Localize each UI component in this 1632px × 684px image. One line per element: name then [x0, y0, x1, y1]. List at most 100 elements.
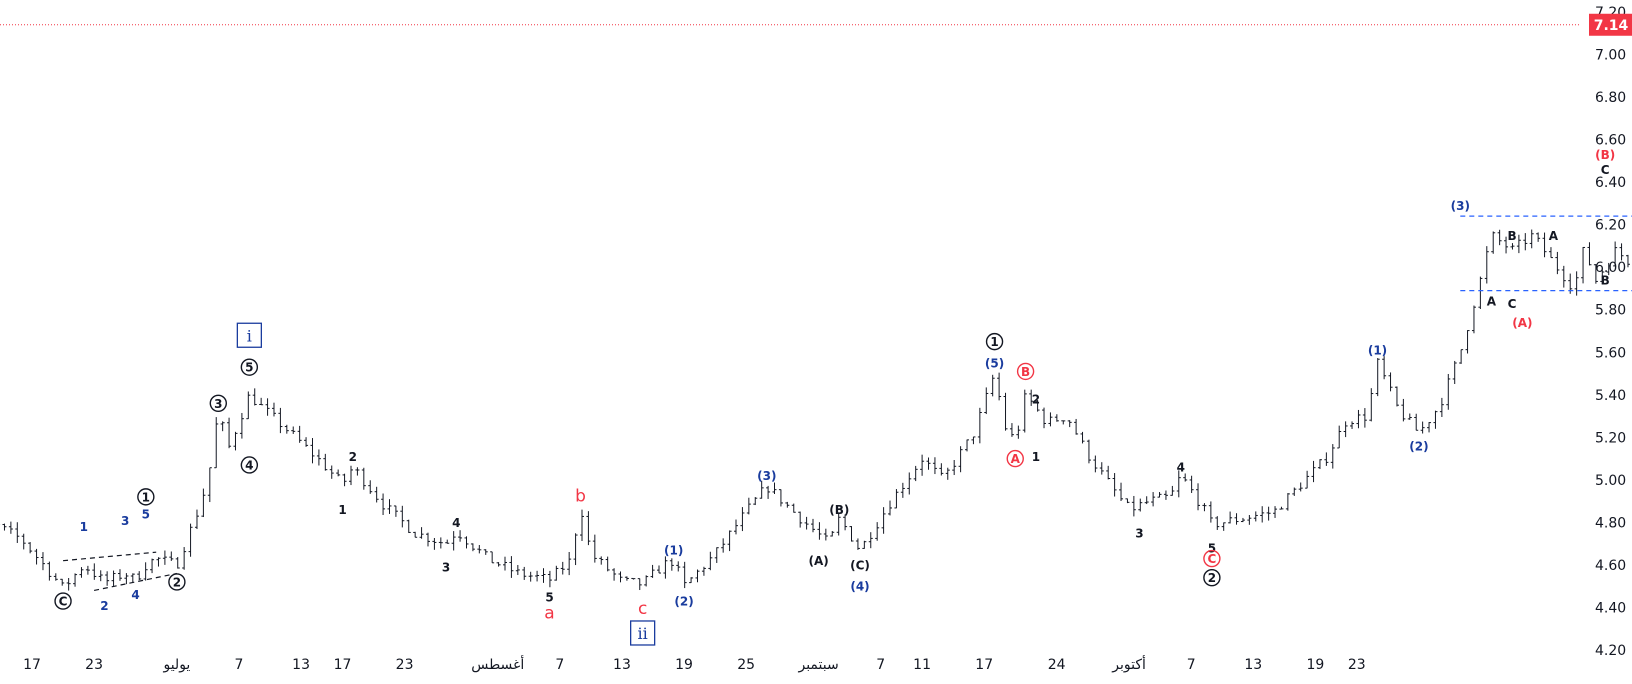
wave-label: (2) — [674, 595, 693, 609]
wave-label-circle — [1203, 568, 1221, 587]
price-tick-label: 6.60 — [1595, 133, 1626, 149]
wave-label: B — [1601, 273, 1610, 287]
time-tick-label: 7 — [235, 657, 244, 673]
wave-label: 3 — [121, 514, 129, 528]
time-tick-label: 19 — [1306, 657, 1324, 673]
drawing-lines — [62, 215, 1632, 592]
time-tick-label: 13 — [613, 657, 631, 673]
time-tick-label: يوليو — [162, 657, 190, 673]
price-tick-label: 4.40 — [1595, 600, 1626, 616]
wave-label: C — [1207, 552, 1216, 566]
price-tick-label: 6.80 — [1595, 90, 1626, 106]
time-axis[interactable]: 17 23 يوليو 7 13 17 23 أغسطس 7 13 19 25 سبتمبر 7 11 17 2… — [23, 655, 1366, 673]
wave-label: (C) — [850, 558, 870, 572]
wave-label: b — [575, 486, 586, 506]
wave-label: (2) — [1409, 439, 1428, 453]
wave-label: 5 — [1208, 541, 1216, 555]
wave-label: 3 — [214, 397, 222, 411]
wave-label-circle — [1006, 449, 1024, 468]
wave-label: 2 — [1032, 393, 1040, 407]
wave-labels: C1234512354i21435abcii(1)(2)(3)(A)(B)(C)… — [54, 148, 1615, 646]
time-tick-label: 19 — [675, 657, 693, 673]
wave-label: A — [1549, 229, 1559, 243]
wave-label: A — [1487, 295, 1497, 309]
wave-label: 2 — [349, 450, 357, 464]
wave-label: C — [1508, 297, 1517, 311]
wave-label: (3) — [757, 469, 776, 483]
wave-label: (A) — [808, 554, 828, 568]
wave-label: (4) — [850, 580, 869, 594]
time-tick-label: سبتمبر — [797, 657, 838, 673]
wave-label: 2 — [100, 599, 108, 613]
wave-label: B — [1507, 229, 1516, 243]
price-tick-label: 5.60 — [1595, 345, 1626, 361]
wave-label: 1 — [990, 335, 998, 349]
wave-label: 5 — [245, 361, 253, 375]
wave-label: 1 — [1032, 450, 1040, 464]
wave-label: (1) — [664, 544, 683, 558]
wave-label: 1 — [142, 490, 150, 504]
time-tick-label: أغسطس — [471, 655, 524, 673]
wave-label: B — [1021, 365, 1030, 379]
price-tick-label: 7.00 — [1595, 48, 1626, 64]
current-price-tag — [1589, 13, 1632, 36]
wave-label: 2 — [1208, 571, 1216, 585]
price-tick-label: 4.20 — [1595, 643, 1626, 659]
wave-label: 4 — [245, 458, 253, 472]
price-tick-label: 5.00 — [1595, 473, 1626, 489]
price-tick-label: 6.20 — [1595, 218, 1626, 234]
triangle-line — [62, 551, 157, 562]
time-tick-label: 7 — [876, 657, 885, 673]
wave-label-circle — [168, 573, 186, 591]
wave-label-circle — [54, 592, 72, 610]
price-tick-label: 6.40 — [1595, 175, 1626, 191]
time-tick-label: 24 — [1048, 657, 1066, 673]
time-tick-label: أكتوبر — [1111, 655, 1146, 673]
price-tick-label: 4.80 — [1595, 515, 1626, 531]
wave-label: i — [247, 326, 252, 345]
wave-label: c — [638, 599, 647, 619]
price-tick-label: 5.40 — [1595, 388, 1626, 404]
wave-label: ii — [638, 624, 648, 643]
wave-label-box — [236, 322, 263, 348]
wave-label: C — [1601, 163, 1610, 177]
wave-label-circle — [985, 332, 1004, 351]
time-tick-label: 25 — [737, 657, 755, 673]
wave-label: 5 — [545, 590, 553, 604]
wave-label: A — [1011, 452, 1021, 466]
wave-label: (3) — [1451, 199, 1470, 213]
wave-label-circle — [240, 456, 259, 474]
wave-label-circle — [209, 394, 228, 413]
wave-label-circle — [137, 488, 155, 506]
price-axis[interactable]: 4.20 4.40 4.60 4.80 5.00 5.20 5.40 5.60 5.80 6.00… — [1589, 5, 1632, 659]
time-tick-label: 17 — [334, 657, 352, 673]
wave-label: a — [544, 603, 554, 623]
wave-label: (B) — [1595, 148, 1615, 162]
time-tick-label: 17 — [975, 657, 993, 673]
time-tick-label: 17 — [23, 657, 41, 673]
wave-label-circle — [240, 358, 259, 376]
wave-label: 4 — [1177, 461, 1185, 475]
time-tick-label: 7 — [1187, 657, 1196, 673]
time-tick-label: 7 — [555, 657, 564, 673]
time-tick-label: 13 — [1244, 657, 1262, 673]
current-price-value: 7.14 — [1594, 18, 1629, 34]
time-tick-label: 11 — [913, 657, 931, 673]
price-tick-label: 4.60 — [1595, 558, 1626, 574]
wave-label-box — [630, 620, 656, 646]
wave-label: (1) — [1368, 344, 1387, 358]
wave-label-circle — [1016, 362, 1035, 381]
wave-label: 3 — [1135, 527, 1143, 541]
price-tick-label: 6.00 — [1595, 260, 1626, 276]
wave-label-circle — [1203, 549, 1221, 568]
price-tick-label: 5.80 — [1595, 303, 1626, 319]
wave-label: 5 — [142, 507, 150, 521]
time-tick-label: 23 — [396, 657, 414, 673]
wave-label: 4 — [131, 588, 139, 602]
time-tick-label: 23 — [1348, 657, 1366, 673]
time-tick-label: 23 — [85, 657, 103, 673]
wave-label: (A) — [1512, 316, 1532, 330]
wave-label: 1 — [338, 503, 346, 517]
wave-label: (B) — [829, 503, 849, 517]
